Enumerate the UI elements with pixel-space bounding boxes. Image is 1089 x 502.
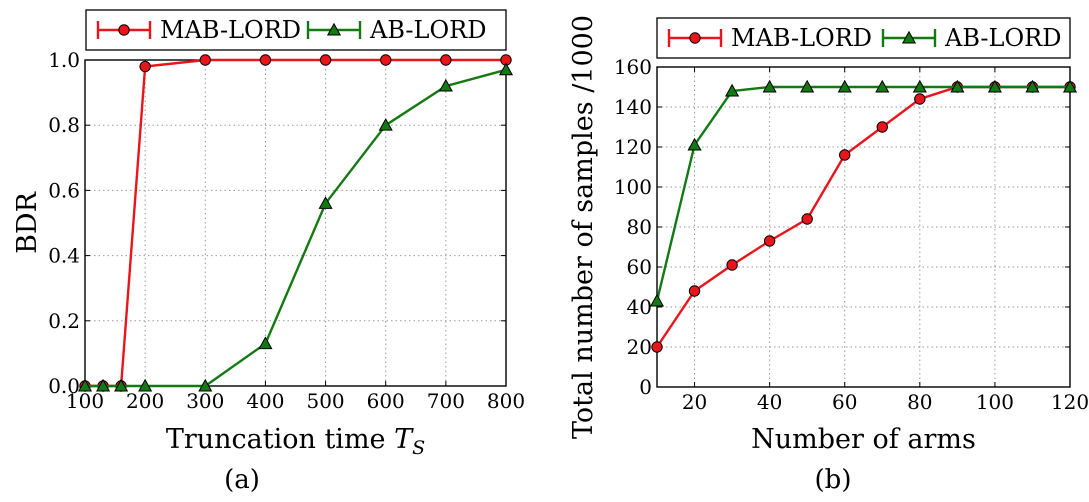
chart-panel-2: 20 40 60 80 100 120 0 20 40 60 80 100 120 140 160 Numbe…	[568, 15, 1089, 495]
y-tick-label: 0.4	[48, 244, 80, 268]
data-point	[114, 378, 129, 392]
y-tick-label: 60	[627, 255, 652, 279]
x-tick-label: 20	[682, 390, 707, 414]
legend-marker	[689, 32, 701, 44]
data-point	[875, 79, 890, 93]
legend-entry-mab-lord: MAB-LORD	[96, 16, 301, 44]
x-tick-label: 600	[367, 389, 405, 413]
legend: MAB-LORD AB-LORD	[85, 9, 507, 51]
legend-marker	[901, 30, 917, 44]
data-point	[912, 79, 927, 93]
legend-box	[85, 9, 507, 51]
data-point	[801, 213, 813, 225]
data-point	[378, 117, 393, 131]
y-tick-label: 120	[614, 135, 652, 159]
data-point	[688, 285, 701, 297]
x-tick-label: 80	[907, 390, 932, 414]
legend-label: AB-LORD	[369, 16, 486, 44]
data-point	[651, 341, 663, 353]
data-point	[800, 79, 815, 93]
series-mab-lord	[79, 54, 512, 392]
data-point	[258, 336, 273, 350]
data-point	[687, 137, 702, 151]
series-line	[85, 58, 506, 388]
data-point	[837, 79, 852, 93]
x-tick-label: 120	[1051, 390, 1089, 414]
data-point	[319, 54, 332, 66]
data-point	[876, 121, 888, 133]
data-point	[763, 235, 776, 247]
data-point	[95, 378, 111, 392]
x-tick-label: 100	[976, 390, 1014, 414]
data-point	[950, 79, 965, 93]
legend-entry-mab-lord: MAB-LORD	[667, 24, 872, 52]
x-tick-label: 400	[246, 389, 284, 413]
y-tick-label: 0.6	[48, 178, 80, 202]
x-tick-label: 700	[427, 389, 465, 413]
legend-entry-ab-lord: AB-LORD	[306, 16, 486, 44]
y-axis-label: BDR	[12, 191, 43, 253]
y-tick-label: 140	[614, 95, 652, 119]
series-mab-lord	[651, 81, 1076, 353]
data-point	[259, 54, 272, 66]
y-tick-label: 100	[614, 175, 652, 199]
series-line	[656, 85, 1070, 348]
legend-box	[656, 17, 1071, 59]
data-point	[318, 196, 333, 209]
legend-label: MAB-LORD	[731, 24, 872, 52]
panel-caption: (a)	[224, 465, 260, 495]
legend-marker	[326, 22, 342, 36]
y-tick-label: 1.0	[48, 48, 80, 72]
y-tick-label: 0	[639, 375, 652, 399]
data-point	[726, 259, 738, 271]
y-tick-label: 0.8	[48, 113, 80, 137]
data-point	[138, 378, 153, 392]
series-line	[85, 68, 507, 388]
data-point	[438, 78, 453, 92]
y-tick-label: 20	[627, 335, 652, 359]
x-tick-label: 500	[306, 389, 344, 413]
data-point	[498, 62, 514, 76]
data-point	[199, 54, 211, 66]
x-tick-label: 100	[66, 389, 104, 413]
x-tick-label: 40	[757, 390, 782, 414]
x-tick-label: 200	[126, 389, 164, 413]
data-point	[725, 83, 740, 97]
data-point	[198, 378, 213, 392]
x-tick-label: 300	[186, 389, 224, 413]
data-point	[762, 79, 777, 93]
y-tick-label: 0.2	[48, 309, 80, 333]
legend: MAB-LORD AB-LORD	[656, 17, 1071, 59]
data-point	[914, 93, 926, 105]
series-line	[655, 85, 1070, 302]
data-point	[1025, 79, 1040, 93]
y-tick-label: 80	[627, 215, 652, 239]
data-point	[1062, 79, 1078, 93]
legend-label: AB-LORD	[944, 24, 1061, 52]
y-axis-label: Total number of samples /1000	[568, 15, 599, 439]
x-axis-label: Truncation time TS	[166, 424, 425, 459]
legend-marker	[118, 24, 130, 36]
y-tick-label: 160	[614, 55, 652, 79]
chart-panel-1: 100 200 300 400 500 600 700 800 0.0 0.2 0.4 0.6 0.8 1…	[12, 9, 525, 495]
series-ab-lord	[77, 62, 514, 392]
panel-caption: (b)	[815, 465, 852, 495]
legend-entry-ab-lord: AB-LORD	[881, 24, 1061, 52]
data-point	[139, 60, 151, 73]
plot-frame	[84, 59, 507, 387]
x-tick-label: 60	[832, 390, 857, 414]
x-axis-label: Number of arms	[751, 424, 976, 455]
legend-label: MAB-LORD	[160, 16, 301, 44]
data-point	[77, 378, 93, 392]
data-point	[649, 293, 665, 307]
x-tick-label: 800	[487, 389, 525, 413]
series-ab-lord	[649, 79, 1078, 307]
data-point	[839, 149, 851, 161]
data-point	[987, 79, 1002, 93]
data-point	[380, 54, 392, 66]
data-point	[440, 54, 452, 66]
y-tick-label: 40	[627, 295, 652, 319]
y-tick-label: 0.0	[48, 374, 80, 398]
